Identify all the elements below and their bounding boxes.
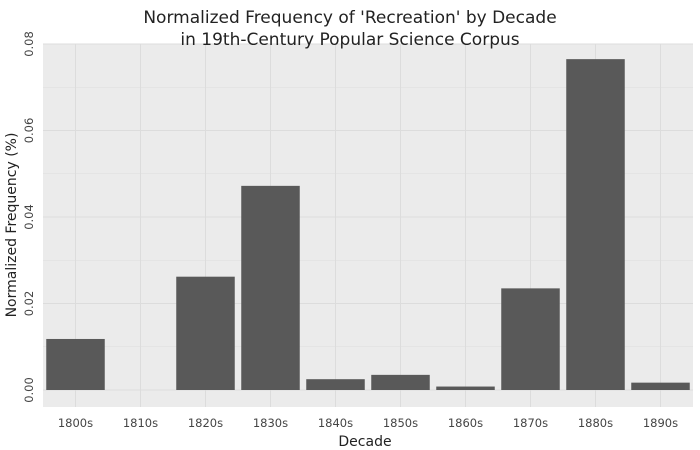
y-tick-label: 0.04 xyxy=(22,204,36,230)
bar-1840s xyxy=(306,379,365,390)
x-tick-label: 1850s xyxy=(383,416,418,430)
bar-1870s xyxy=(501,288,560,390)
x-tick-label: 1860s xyxy=(448,416,483,430)
x-tick-label: 1840s xyxy=(318,416,353,430)
x-tick-label: 1820s xyxy=(188,416,223,430)
bar-1880s xyxy=(566,59,625,390)
x-axis-title: Decade xyxy=(338,434,391,450)
y-tick-label: 0.06 xyxy=(22,118,36,144)
y-tick-label: 0.08 xyxy=(22,31,36,57)
y-tick-label: 0.02 xyxy=(22,291,36,317)
y-axis-title: Normalized Frequency (%) xyxy=(4,133,20,318)
bar-1860s xyxy=(436,386,495,390)
bar-1890s xyxy=(631,382,690,390)
x-tick-label: 1830s xyxy=(253,416,288,430)
chart-title-line-1: Normalized Frequency of 'Recreation' by … xyxy=(143,8,556,28)
bar-1800s xyxy=(46,338,105,390)
x-tick-label: 1890s xyxy=(643,416,678,430)
bars xyxy=(46,59,690,390)
x-tick-label: 1880s xyxy=(578,416,613,430)
x-tick-label: 1870s xyxy=(513,416,548,430)
bar-1850s xyxy=(371,374,430,390)
x-tick-labels: 1800s 1810s 1820s 1830s 1840s 1850s 1860s 1870s… xyxy=(58,416,678,430)
y-tick-label: 0.00 xyxy=(22,377,36,403)
bar-1820s xyxy=(176,276,235,390)
y-tick-labels: 0.00 0.02 0.04 0.06 0.08 xyxy=(22,31,36,403)
chart-title-line-2: in 19th-Century Popular Science Corpus xyxy=(180,30,519,50)
x-tick-label: 1800s xyxy=(58,416,93,430)
bar-1830s xyxy=(241,185,300,390)
x-tick-label: 1810s xyxy=(123,416,158,430)
